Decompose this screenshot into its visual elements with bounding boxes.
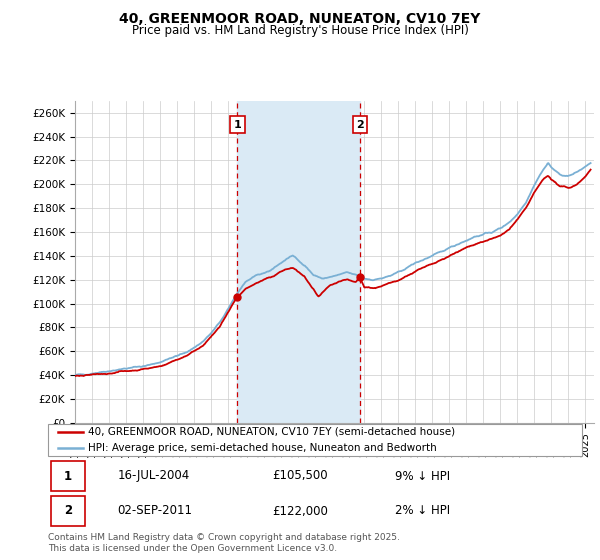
Text: £105,500: £105,500	[272, 469, 328, 483]
Text: 2: 2	[356, 120, 364, 130]
Text: Contains HM Land Registry data © Crown copyright and database right 2025.
This d: Contains HM Land Registry data © Crown c…	[48, 533, 400, 553]
Text: 2% ↓ HPI: 2% ↓ HPI	[395, 505, 450, 517]
Text: 1: 1	[64, 469, 72, 483]
Text: HPI: Average price, semi-detached house, Nuneaton and Bedworth: HPI: Average price, semi-detached house,…	[88, 443, 437, 453]
Text: 16-JUL-2004: 16-JUL-2004	[118, 469, 190, 483]
Text: Price paid vs. HM Land Registry's House Price Index (HPI): Price paid vs. HM Land Registry's House …	[131, 24, 469, 37]
Text: £122,000: £122,000	[272, 505, 328, 517]
FancyBboxPatch shape	[50, 496, 85, 526]
Text: 40, GREENMOOR ROAD, NUNEATON, CV10 7EY (semi-detached house): 40, GREENMOOR ROAD, NUNEATON, CV10 7EY (…	[88, 427, 455, 437]
FancyBboxPatch shape	[50, 461, 85, 491]
Text: 2: 2	[64, 505, 72, 517]
Text: 40, GREENMOOR ROAD, NUNEATON, CV10 7EY: 40, GREENMOOR ROAD, NUNEATON, CV10 7EY	[119, 12, 481, 26]
Text: 9% ↓ HPI: 9% ↓ HPI	[395, 469, 450, 483]
FancyBboxPatch shape	[48, 424, 582, 456]
Bar	[238, 101, 360, 423]
Text: 02-SEP-2011: 02-SEP-2011	[118, 505, 193, 517]
Text: 1: 1	[233, 120, 241, 130]
